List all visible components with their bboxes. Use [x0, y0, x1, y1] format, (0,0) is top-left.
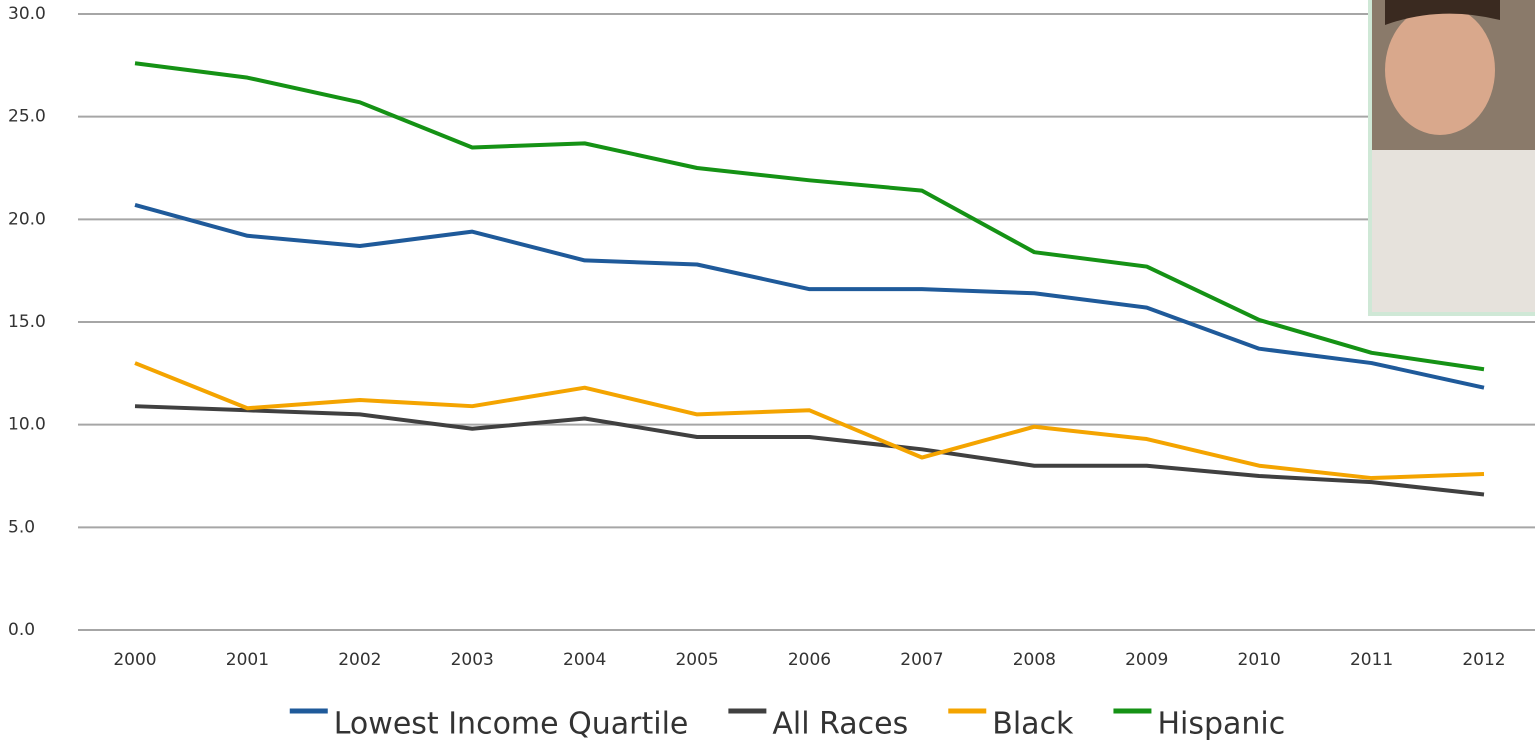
- x-tick-label: 2006: [788, 650, 831, 670]
- y-tick-label: 10.0: [8, 415, 46, 435]
- photo: [1368, 0, 1535, 316]
- series-line: [134, 61, 1485, 372]
- y-tick-label: 20.0: [8, 209, 46, 229]
- legend-label: Lowest Income Quartile: [334, 707, 689, 742]
- x-tick-label: 2001: [226, 650, 269, 670]
- legend-label: Black: [992, 707, 1074, 742]
- legend-label: Hispanic: [1157, 707, 1285, 742]
- x-tick-label: 2002: [338, 650, 381, 670]
- series-line: [134, 404, 1485, 497]
- y-tick-label: 30.0: [8, 4, 46, 24]
- x-tick-label: 2000: [113, 650, 156, 670]
- y-tick-label: 0.0: [8, 620, 35, 640]
- x-tick-label: 2009: [1125, 650, 1168, 670]
- x-tick-label: 2003: [451, 650, 494, 670]
- x-tick-label: 2010: [1238, 650, 1281, 670]
- y-tick-label: 5.0: [8, 517, 35, 537]
- x-tick-label: 2011: [1350, 650, 1393, 670]
- x-tick-label: 2007: [900, 650, 943, 670]
- y-tick-label: 15.0: [8, 312, 46, 332]
- y-tick-label: 25.0: [8, 107, 46, 127]
- series-line: [134, 361, 1485, 481]
- x-tick-label: 2004: [563, 650, 606, 670]
- series-line: [134, 203, 1485, 390]
- x-tick-label: 2012: [1462, 650, 1505, 670]
- x-tick-label: 2008: [1013, 650, 1056, 670]
- x-tick-label: 2005: [675, 650, 718, 670]
- legend-label: All Races: [772, 707, 908, 742]
